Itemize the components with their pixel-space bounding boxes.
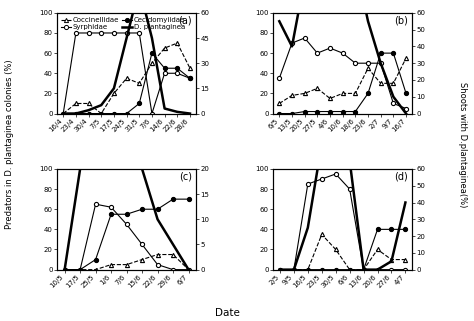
Text: (c): (c) [179, 172, 192, 182]
Text: Predators in D. plantaginea colonies (%): Predators in D. plantaginea colonies (%) [5, 60, 14, 229]
Text: Shoots with D.plantaginea(%): Shoots with D.plantaginea(%) [458, 82, 466, 207]
Text: (b): (b) [394, 16, 408, 26]
Text: (a): (a) [179, 16, 192, 26]
Text: Date: Date [215, 308, 240, 318]
Legend: Coccinellidae, Syrphidae, Cecidomyiidae, D. plantaginea: Coccinellidae, Syrphidae, Cecidomyiidae,… [60, 16, 186, 31]
Text: (d): (d) [394, 172, 408, 182]
